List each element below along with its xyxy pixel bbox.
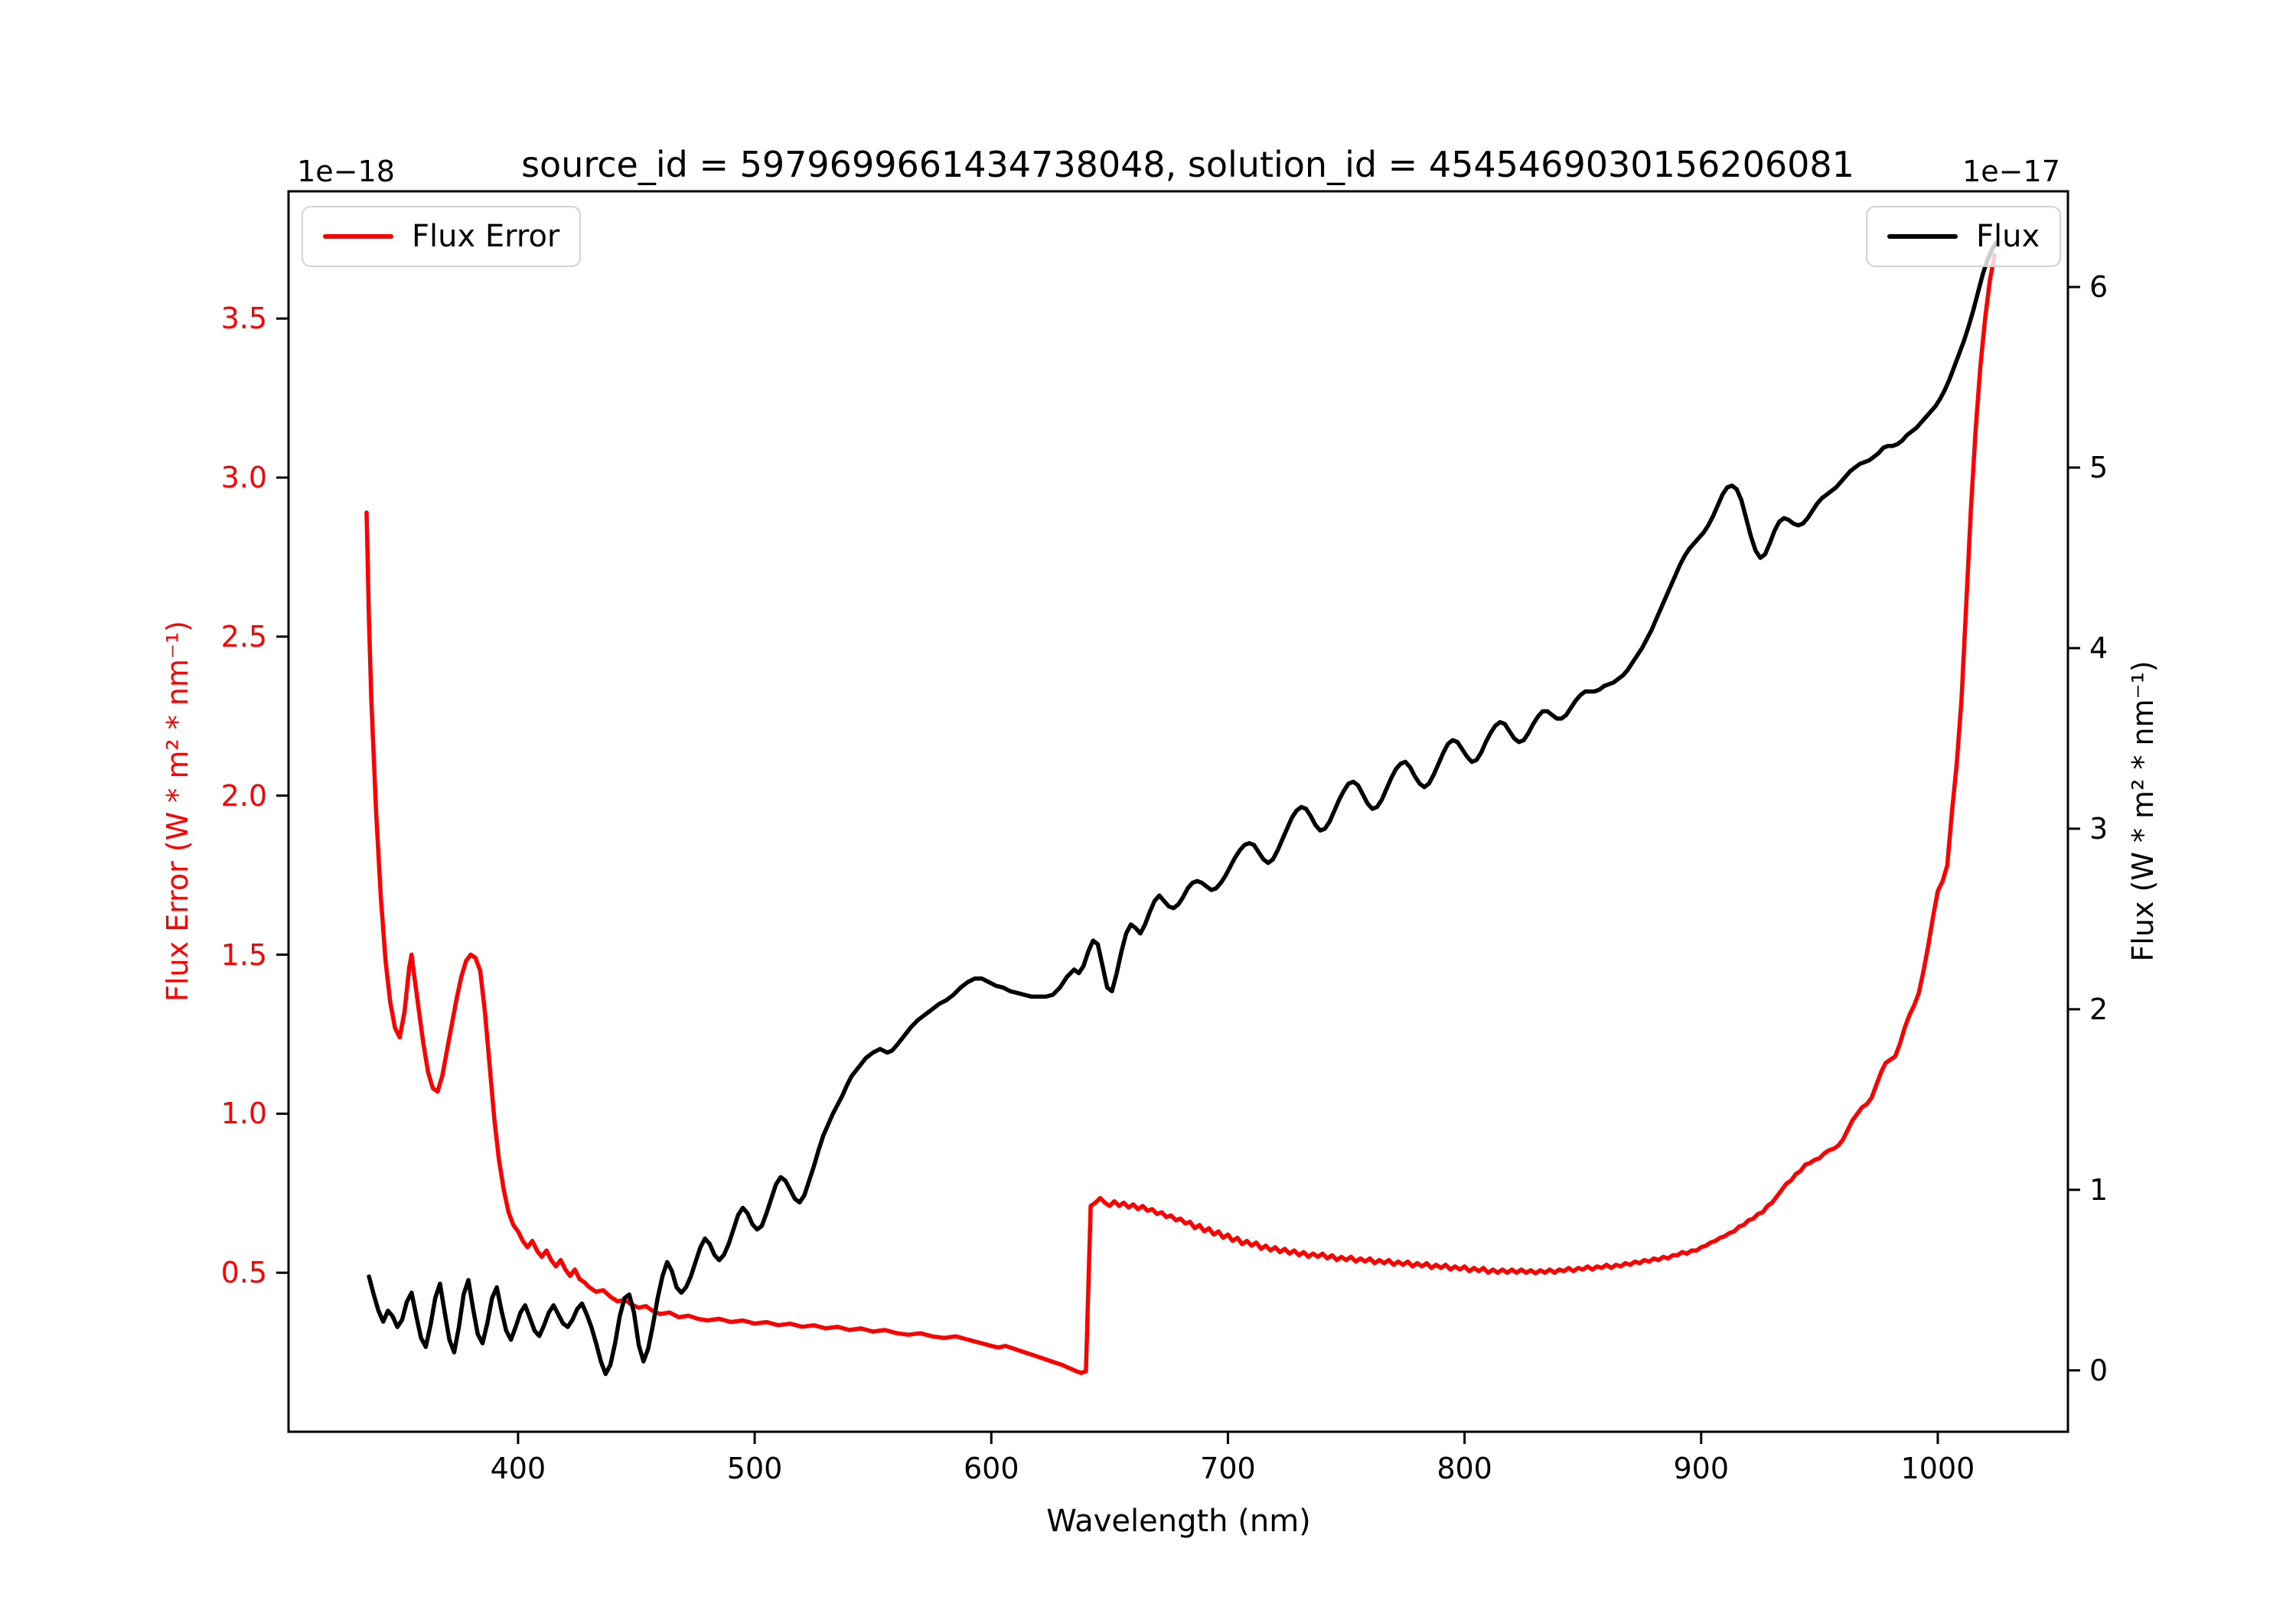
right-y-tick-label: 6 bbox=[2089, 270, 2108, 305]
left-y-tick-label: 3.0 bbox=[220, 461, 267, 495]
axes-frame bbox=[287, 190, 2069, 1433]
left-y-tick-label: 2.5 bbox=[220, 619, 267, 654]
right-y-tick-label: 0 bbox=[2089, 1353, 2108, 1387]
left-y-tick-label: 0.5 bbox=[220, 1256, 267, 1290]
left-axis-offset-label: 1e−18 bbox=[297, 155, 395, 188]
right-y-tick-label: 4 bbox=[2089, 631, 2108, 665]
left-y-tick-label: 2.0 bbox=[220, 778, 267, 813]
legend-flux-error: Flux Error bbox=[302, 206, 582, 267]
right-y-tick-label: 1 bbox=[2089, 1172, 2108, 1207]
plot-title: source_id = 5979699661434738048, solutio… bbox=[521, 144, 1854, 185]
flux-line bbox=[367, 240, 1999, 1377]
flux-legend-label: Flux bbox=[1976, 219, 2040, 254]
right-y-tick-label: 5 bbox=[2089, 451, 2108, 484]
flux-legend-line-icon bbox=[1887, 234, 1958, 239]
x-tick-label: 600 bbox=[963, 1452, 1019, 1485]
x-tick-label: 400 bbox=[490, 1452, 546, 1485]
flux-error-legend-line-icon bbox=[323, 234, 393, 239]
left-y-axis-label: Flux Error (W * m² * nm⁻¹) bbox=[161, 621, 194, 1002]
x-tick-label: 800 bbox=[1437, 1452, 1492, 1485]
left-y-tick-label: 1.5 bbox=[220, 937, 267, 972]
right-y-axis-label: Flux (W * m² * nm⁻¹) bbox=[2126, 660, 2160, 962]
legend-flux: Flux bbox=[1866, 206, 2062, 267]
x-tick-label: 900 bbox=[1673, 1452, 1730, 1485]
x-axis-label: Wavelength (nm) bbox=[1046, 1504, 1311, 1539]
right-axis-offset-label: 1e−17 bbox=[1962, 155, 2060, 188]
x-tick-label: 700 bbox=[1200, 1452, 1256, 1485]
left-y-tick-label: 1.0 bbox=[220, 1097, 267, 1131]
left-y-tick-label: 3.5 bbox=[220, 302, 267, 336]
x-tick-label: 500 bbox=[726, 1452, 783, 1485]
right-y-tick-label: 2 bbox=[2089, 992, 2108, 1026]
flux-error-legend-label: Flux Error bbox=[412, 219, 560, 254]
x-tick-label: 1000 bbox=[1900, 1452, 1975, 1485]
flux-error-line bbox=[364, 253, 1997, 1375]
tick-marks bbox=[276, 285, 2080, 1444]
right-y-tick-label: 3 bbox=[2089, 811, 2108, 846]
